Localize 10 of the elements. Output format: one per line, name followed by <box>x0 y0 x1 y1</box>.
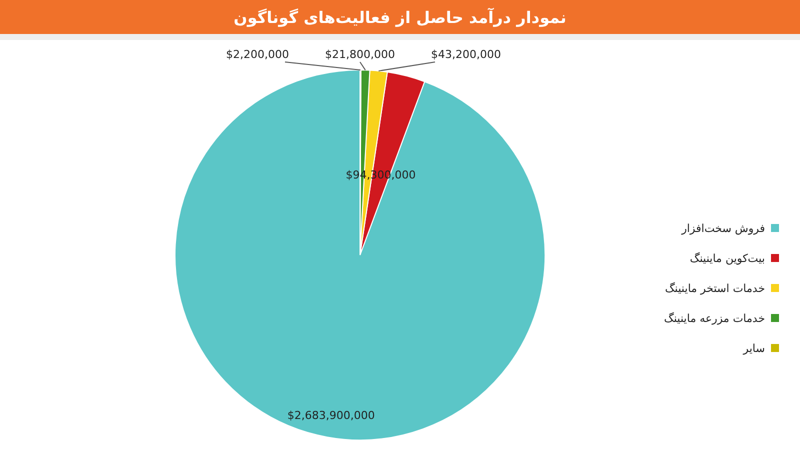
legend-label: فروش سخت‌افزار <box>680 222 765 235</box>
legend-label: خدمات استخر ماینینگ <box>664 282 765 295</box>
data-label: $2,683,900,000 <box>287 409 375 422</box>
data-label: $21,800,000 <box>325 48 395 61</box>
data-label: $2,200,000 <box>226 48 289 61</box>
legend-label: خدمات مزرعه ماینینگ <box>664 312 765 325</box>
legend-label: سایر <box>742 342 765 355</box>
data-label: $43,200,000 <box>431 48 501 61</box>
chart-title: نمودار درآمد حاصل از فعالیت‌های گوناگون <box>234 7 566 27</box>
legend-label: بیت‌کوین ماینینگ <box>690 252 765 265</box>
